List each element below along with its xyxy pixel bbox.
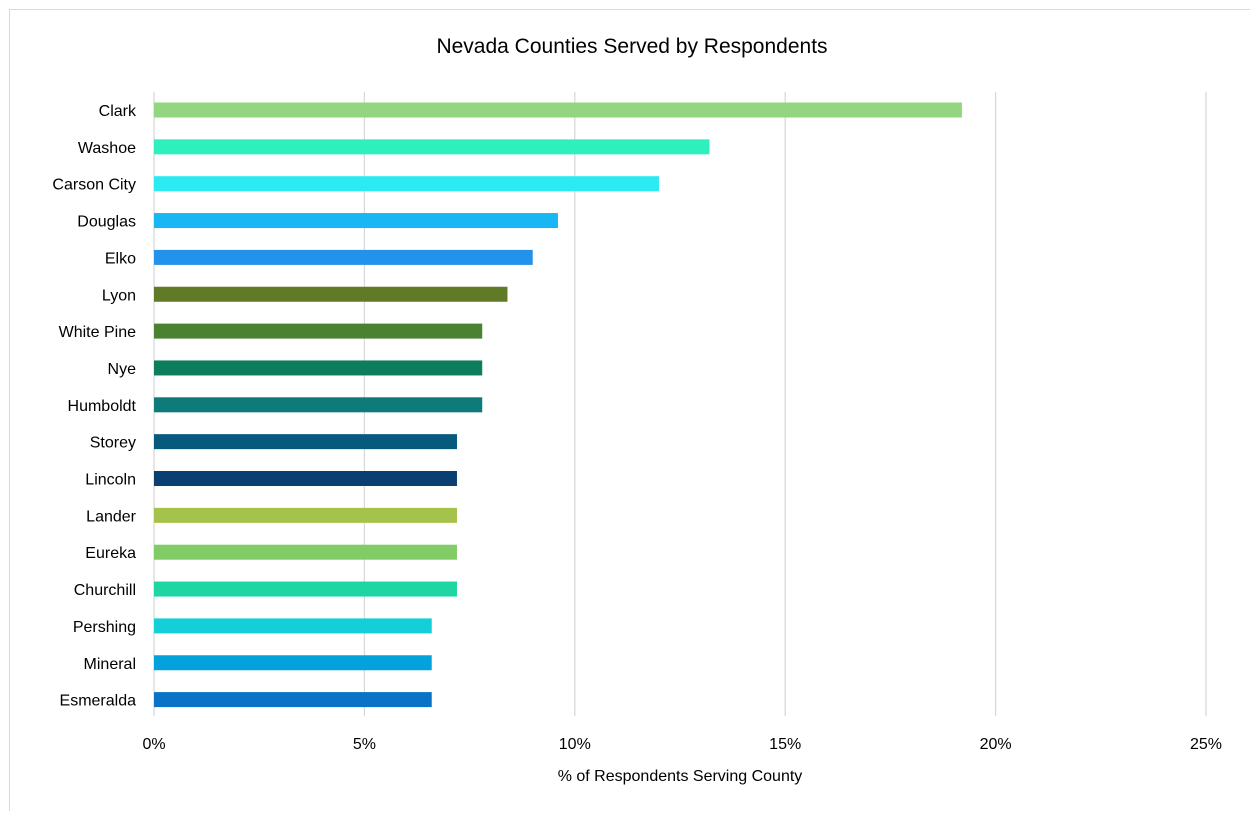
category-label: Lander [86, 508, 136, 525]
bar [154, 397, 483, 413]
x-tick-labels: 0% 5% 10% 15% 20% 25% [142, 736, 1222, 753]
bar [154, 360, 483, 376]
bar [154, 471, 457, 486]
category-label: Pershing [73, 619, 136, 636]
bar [154, 618, 432, 634]
category-label: Storey [90, 435, 136, 452]
chart-title: Nevada Counties Served by Respondents [436, 35, 827, 58]
bar [154, 323, 483, 339]
category-label: Churchill [74, 582, 136, 599]
category-labels: Clark Washoe Carson City Douglas Elko Lyon Whi… [52, 103, 137, 710]
category-label: Lyon [102, 287, 136, 304]
bar [154, 581, 457, 597]
x-tick-label: 25% [1190, 736, 1222, 753]
category-label: Carson City [52, 177, 136, 194]
bar [154, 213, 558, 229]
bars [154, 102, 962, 708]
bar [154, 249, 533, 265]
category-label: White Pine [59, 324, 136, 341]
category-label: Eureka [85, 545, 136, 562]
category-label: Douglas [77, 214, 136, 231]
bar [154, 176, 659, 192]
x-tick-label: 15% [769, 736, 801, 753]
bar [154, 655, 432, 671]
category-label: Clark [99, 103, 137, 120]
category-label: Washoe [78, 140, 136, 157]
bar [154, 434, 457, 450]
bar [154, 102, 962, 118]
x-tick-label: 0% [142, 736, 165, 753]
category-label: Esmeralda [60, 693, 137, 710]
bar [154, 692, 432, 708]
x-tick-label: 10% [559, 736, 591, 753]
category-label: Lincoln [85, 472, 136, 489]
category-label: Elko [105, 250, 136, 267]
x-axis-title: % of Respondents Serving County [558, 768, 803, 785]
bar [154, 544, 457, 560]
bar [154, 139, 710, 155]
bar [154, 286, 508, 302]
category-label: Mineral [84, 656, 136, 673]
category-label: Humboldt [68, 398, 137, 415]
x-tick-label: 20% [980, 736, 1012, 753]
bar [154, 507, 457, 523]
x-tick-label: 5% [353, 736, 376, 753]
category-label: Nye [108, 361, 137, 378]
